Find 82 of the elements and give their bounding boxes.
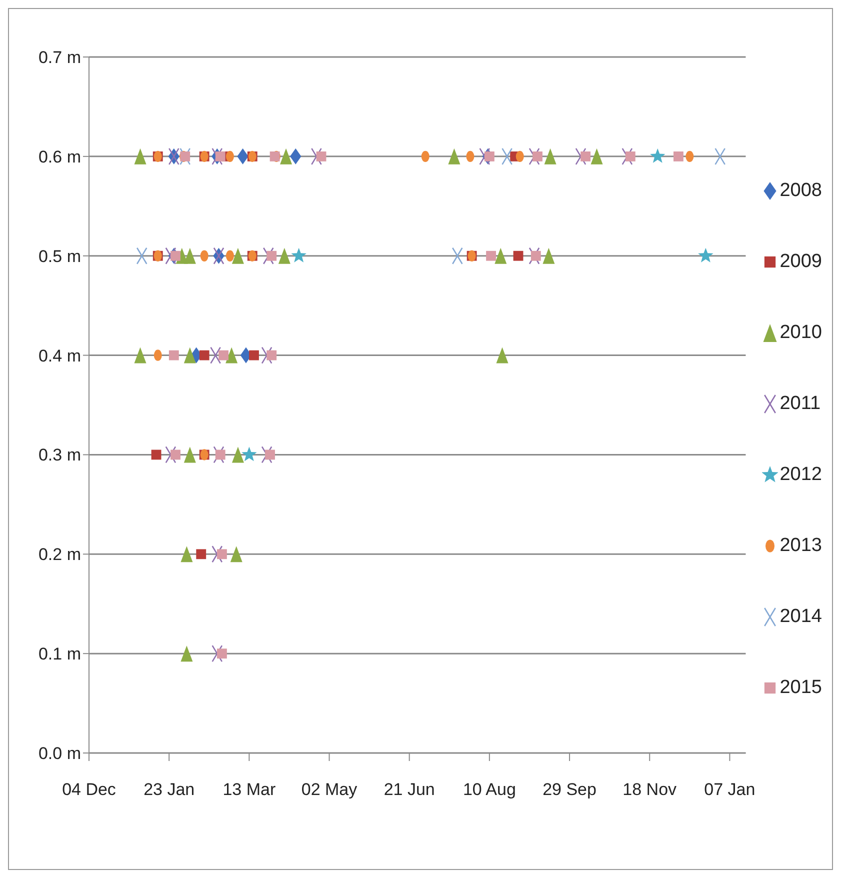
point (530, 250, 541, 261)
point (232, 446, 244, 463)
point (532, 151, 542, 162)
point (673, 151, 684, 162)
point (226, 150, 234, 162)
point (168, 350, 179, 360)
y-tick-label: 0.2 m (38, 545, 81, 564)
x-tick-label: 07 Jan (704, 780, 756, 800)
legend-label: 2014 (780, 606, 822, 628)
point (184, 248, 196, 264)
point (542, 248, 555, 264)
point (266, 250, 277, 261)
point (650, 148, 666, 163)
legend-label: 2008 (780, 180, 822, 202)
x-tick-label: 10 Aug (462, 780, 516, 800)
point (544, 148, 556, 164)
x-tick-label: 23 Jan (144, 780, 195, 800)
y-tick-label: 0.4 m (38, 346, 81, 366)
point (226, 347, 238, 364)
point (516, 150, 524, 162)
point (199, 350, 210, 360)
point (216, 549, 227, 560)
point (266, 350, 277, 360)
point (232, 248, 244, 264)
legend-label: 2009 (780, 250, 822, 272)
point (200, 250, 208, 262)
point (134, 148, 146, 164)
point (496, 347, 508, 364)
point (484, 151, 494, 162)
point (590, 148, 603, 164)
point (494, 248, 507, 264)
point (316, 151, 326, 162)
point (466, 150, 474, 162)
point (513, 250, 524, 261)
point (215, 450, 226, 460)
point (180, 151, 190, 162)
legend-label: 2010 (780, 322, 822, 344)
point (216, 648, 227, 659)
point (625, 151, 636, 162)
point (242, 446, 257, 462)
legend-label: 2011 (780, 392, 821, 414)
y-tick-label: 0.1 m (38, 644, 81, 664)
point (226, 250, 234, 262)
point (448, 148, 460, 164)
x-tick-label: 04 Dec (62, 780, 116, 800)
x-tick-label: 29 Sep (542, 780, 596, 800)
point (230, 546, 242, 562)
point (180, 546, 193, 562)
point (421, 150, 430, 162)
point (686, 150, 694, 162)
point (249, 350, 259, 360)
point (218, 350, 229, 360)
point (184, 347, 196, 364)
legend-label: 2012 (780, 464, 822, 486)
x-tick-label: 21 Jun (384, 780, 435, 800)
point (580, 151, 591, 162)
x-tick-label: 13 Mar (222, 780, 276, 800)
point (170, 250, 180, 261)
y-tick-label: 0.7 m (38, 48, 81, 68)
point (180, 646, 193, 662)
point (170, 450, 180, 460)
x-tick-label: 02 May (301, 780, 358, 800)
y-tick-label: 0.3 m (38, 446, 81, 465)
y-tick-label: 0.0 m (38, 744, 81, 764)
x-tick-label: 18 Nov (622, 780, 678, 800)
point (270, 151, 280, 162)
point (291, 248, 306, 262)
point (154, 350, 162, 361)
y-tick-label: 0.5 m (38, 246, 81, 266)
point (278, 248, 290, 264)
point (486, 250, 496, 261)
point (196, 549, 206, 560)
y-tick-label: 0.6 m (38, 147, 81, 166)
point (215, 151, 226, 162)
point (280, 148, 292, 164)
legend-label: 2013 (780, 534, 822, 556)
legend-label: 2015 (780, 676, 822, 698)
point (184, 446, 196, 463)
point (134, 347, 146, 364)
point (151, 450, 162, 460)
point (265, 450, 275, 460)
point (698, 248, 714, 262)
